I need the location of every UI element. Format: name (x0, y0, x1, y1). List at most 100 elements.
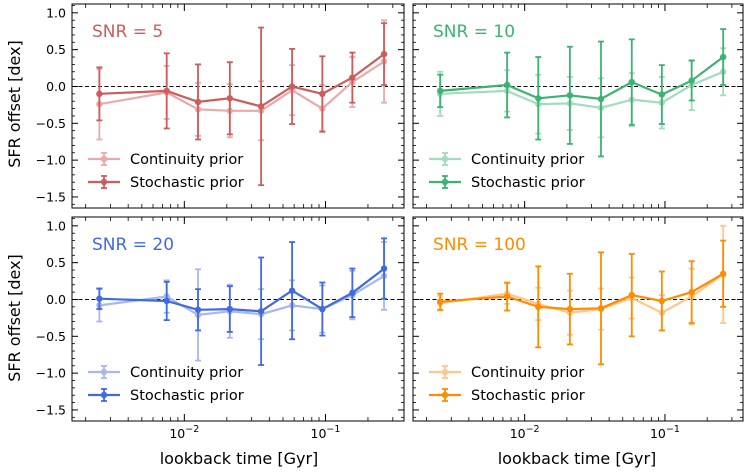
legend-label: Stochastic prior (471, 175, 585, 191)
plot-frame (71, 216, 405, 422)
data-point (226, 95, 234, 102)
y-tick-label: −1.0 (36, 153, 66, 168)
snr-label: SNR = 5 (92, 22, 163, 42)
data-point (257, 308, 265, 315)
y-tick-label: 0.5 (46, 255, 66, 270)
data-point (658, 297, 666, 305)
legend-marker (100, 391, 108, 399)
plot-frame (412, 216, 744, 422)
data-point (319, 90, 326, 98)
series-line (440, 70, 724, 109)
plot-frame (71, 3, 405, 209)
data-point (380, 265, 388, 272)
legend-item-continuity: Continuity prior (429, 152, 584, 168)
x-tick-label: 10−1 (650, 424, 680, 441)
data-point (503, 81, 511, 89)
data-point (349, 289, 356, 297)
series-continuity-prior (436, 47, 727, 139)
series-line (99, 267, 385, 313)
data-point (288, 83, 296, 90)
x-axis-label-right: lookback time [Gyr] (498, 449, 657, 468)
snr-label: SNR = 100 (433, 235, 526, 255)
y-tick-label: 0.0 (46, 292, 66, 307)
legend-label: Stochastic prior (130, 388, 244, 404)
series-stochastic-prior (436, 239, 727, 366)
data-point (436, 298, 444, 305)
legend-label: Stochastic prior (130, 175, 244, 191)
y-tick-label: −1.0 (36, 366, 66, 381)
data-point (628, 291, 635, 299)
legend-label: Continuity prior (471, 152, 584, 168)
legend-marker (100, 368, 108, 376)
panels: 1.0 0.5 0.0 −0.5 −1.0 −1.5 SNR = 5 Continuity p… (36, 3, 744, 441)
data-point (257, 103, 265, 110)
data-point (194, 98, 202, 106)
legend-marker (441, 155, 449, 163)
y-tick-label: 0.0 (46, 79, 66, 94)
chart-panel-4: 10−2 10−1 SNR = 100 Continuity prior Stochas… (412, 216, 744, 441)
series-stochastic-prior (96, 22, 388, 187)
plot-frame (412, 3, 744, 209)
x-tick-label: 10−2 (510, 424, 540, 441)
data-point (628, 78, 635, 86)
data-point (319, 305, 326, 313)
y-tick-label: −1.5 (36, 189, 66, 204)
y-axis-label-top: SFR offset [dex] (5, 40, 24, 168)
series-stochastic-prior (436, 28, 727, 158)
data-point (597, 305, 605, 312)
chart-panel-3: 1.0 0.5 0.0 −0.5 −1.0 −1.5 10−2 10−1 SNR = 20 Con… (36, 216, 405, 441)
legend-marker (100, 178, 108, 186)
data-point (96, 90, 103, 98)
data-point (719, 53, 727, 61)
data-point (658, 91, 666, 98)
legend-item-stochastic: Stochastic prior (429, 175, 585, 191)
chart-panel-2: SNR = 10 Continuity prior Stochastic prior (412, 3, 744, 209)
chart-panel-1: 1.0 0.5 0.0 −0.5 −1.0 −1.5 SNR = 5 Continuity p… (36, 3, 405, 209)
data-point (535, 303, 542, 311)
x-axis-label-left: lookback time [Gyr] (160, 449, 319, 468)
legend-item-stochastic: Stochastic prior (88, 388, 244, 404)
data-point (597, 95, 605, 103)
data-point (380, 50, 388, 58)
legend-marker (441, 178, 449, 186)
legend-label: Stochastic prior (471, 388, 585, 404)
data-point (719, 270, 727, 277)
x-tick-label: 10−1 (311, 424, 341, 441)
legend-item-stochastic: Stochastic prior (429, 388, 585, 404)
data-point (535, 95, 542, 102)
series-line (440, 273, 724, 314)
series-line (99, 53, 385, 108)
y-tick-label: 1.0 (46, 218, 66, 233)
data-point (96, 295, 103, 302)
y-tick-label: −0.5 (36, 329, 66, 344)
y-tick-label: 1.0 (46, 5, 66, 20)
data-point (226, 305, 234, 313)
data-point (503, 293, 511, 300)
legend-marker (441, 391, 449, 399)
data-point (194, 306, 202, 313)
data-point (163, 87, 170, 95)
legend-item-continuity: Continuity prior (88, 365, 243, 381)
series-line (440, 272, 724, 311)
legend-label: Continuity prior (130, 365, 243, 381)
series-continuity-prior (96, 241, 388, 362)
data-point (436, 87, 444, 95)
legend-label: Continuity prior (471, 365, 584, 381)
data-point (163, 297, 170, 305)
snr-label: SNR = 10 (433, 22, 515, 42)
data-point (566, 92, 574, 99)
legend-item-continuity: Continuity prior (88, 152, 243, 168)
y-tick-label: −0.5 (36, 116, 66, 131)
data-point (566, 305, 574, 313)
x-tick-label: 10−2 (169, 424, 199, 441)
snr-label: SNR = 20 (92, 235, 174, 255)
data-point (688, 288, 695, 296)
legend-item-stochastic: Stochastic prior (88, 175, 244, 191)
data-point (288, 287, 296, 294)
legend-marker (100, 155, 108, 163)
legend-marker (441, 368, 449, 376)
legend-label: Continuity prior (130, 152, 243, 168)
y-axis-label-bottom: SFR offset [dex] (5, 254, 24, 382)
legend-item-continuity: Continuity prior (429, 365, 584, 381)
